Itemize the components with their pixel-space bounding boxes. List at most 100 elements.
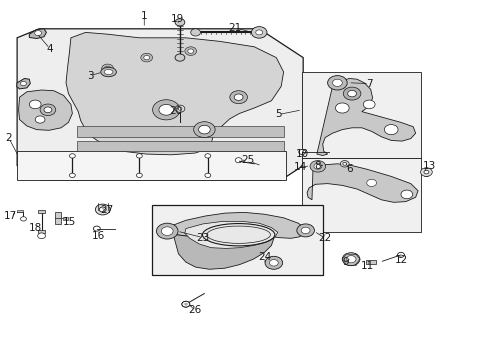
Text: 14: 14 <box>293 162 307 172</box>
Text: 6: 6 <box>346 164 352 174</box>
Circle shape <box>35 31 41 36</box>
Circle shape <box>104 66 110 71</box>
Circle shape <box>313 163 321 169</box>
Circle shape <box>264 256 282 269</box>
Polygon shape <box>29 29 46 39</box>
Polygon shape <box>19 90 72 130</box>
Circle shape <box>347 90 356 97</box>
Circle shape <box>99 207 106 212</box>
Bar <box>302 72 420 158</box>
Circle shape <box>69 154 75 158</box>
Text: 17: 17 <box>4 211 18 221</box>
Text: 27: 27 <box>100 204 113 215</box>
Circle shape <box>198 125 210 134</box>
Circle shape <box>182 301 189 307</box>
Circle shape <box>251 27 266 38</box>
Circle shape <box>20 81 26 86</box>
Circle shape <box>143 55 149 60</box>
Circle shape <box>175 105 184 112</box>
Circle shape <box>298 149 305 154</box>
Text: 10: 10 <box>295 149 308 159</box>
Circle shape <box>420 168 431 176</box>
Text: 12: 12 <box>393 255 407 265</box>
Text: 26: 26 <box>187 305 201 315</box>
Circle shape <box>38 233 45 239</box>
Circle shape <box>156 223 178 239</box>
Circle shape <box>35 116 45 123</box>
Text: 25: 25 <box>240 155 254 165</box>
Circle shape <box>366 179 376 186</box>
Bar <box>38 230 45 233</box>
Circle shape <box>384 125 397 135</box>
Circle shape <box>296 224 314 237</box>
Polygon shape <box>166 212 305 238</box>
Text: 9: 9 <box>341 257 348 267</box>
Circle shape <box>423 170 428 174</box>
Bar <box>302 158 420 232</box>
Text: 24: 24 <box>258 252 271 262</box>
Polygon shape <box>184 221 277 248</box>
Circle shape <box>20 217 26 221</box>
Ellipse shape <box>101 67 116 77</box>
Circle shape <box>235 158 242 163</box>
Polygon shape <box>66 32 283 155</box>
Polygon shape <box>316 78 415 156</box>
Circle shape <box>29 100 41 109</box>
Circle shape <box>342 253 359 266</box>
Text: 19: 19 <box>170 14 183 24</box>
Text: 16: 16 <box>92 231 105 241</box>
Polygon shape <box>77 126 283 137</box>
Polygon shape <box>17 29 303 180</box>
Circle shape <box>178 107 182 110</box>
Circle shape <box>327 76 346 90</box>
Text: 22: 22 <box>318 233 331 243</box>
Circle shape <box>93 226 100 231</box>
Text: 11: 11 <box>360 261 374 271</box>
Bar <box>151 205 322 275</box>
Circle shape <box>269 260 278 266</box>
Bar <box>17 151 285 180</box>
Text: 1: 1 <box>141 11 147 21</box>
Bar <box>17 210 23 212</box>
Circle shape <box>175 54 184 61</box>
Circle shape <box>363 100 374 109</box>
Circle shape <box>141 53 152 62</box>
Circle shape <box>204 173 210 177</box>
Circle shape <box>193 122 215 138</box>
Text: 7: 7 <box>365 78 372 89</box>
Circle shape <box>397 252 404 257</box>
Text: 18: 18 <box>28 222 42 233</box>
Polygon shape <box>166 230 273 269</box>
Circle shape <box>182 301 189 307</box>
Ellipse shape <box>104 69 113 75</box>
Circle shape <box>340 161 348 167</box>
Circle shape <box>152 100 180 120</box>
Circle shape <box>95 204 110 215</box>
Circle shape <box>309 161 325 172</box>
Circle shape <box>136 173 142 177</box>
Circle shape <box>102 64 113 73</box>
Text: 3: 3 <box>87 71 94 81</box>
Circle shape <box>40 104 56 116</box>
Polygon shape <box>77 141 283 151</box>
Circle shape <box>346 256 355 263</box>
Polygon shape <box>306 164 417 202</box>
Circle shape <box>184 47 196 55</box>
Circle shape <box>69 173 75 177</box>
Circle shape <box>234 94 243 100</box>
Bar <box>55 212 61 224</box>
Text: 4: 4 <box>46 44 53 54</box>
Circle shape <box>342 162 346 165</box>
Circle shape <box>44 107 52 113</box>
Circle shape <box>190 29 200 36</box>
Text: 2: 2 <box>5 133 12 143</box>
Text: 15: 15 <box>62 217 76 227</box>
Bar <box>62 217 68 220</box>
Bar <box>365 260 375 264</box>
Text: 21: 21 <box>227 23 241 33</box>
Circle shape <box>159 104 173 115</box>
Text: 13: 13 <box>422 161 435 171</box>
Circle shape <box>175 19 184 26</box>
Circle shape <box>161 227 173 235</box>
Circle shape <box>255 30 262 35</box>
